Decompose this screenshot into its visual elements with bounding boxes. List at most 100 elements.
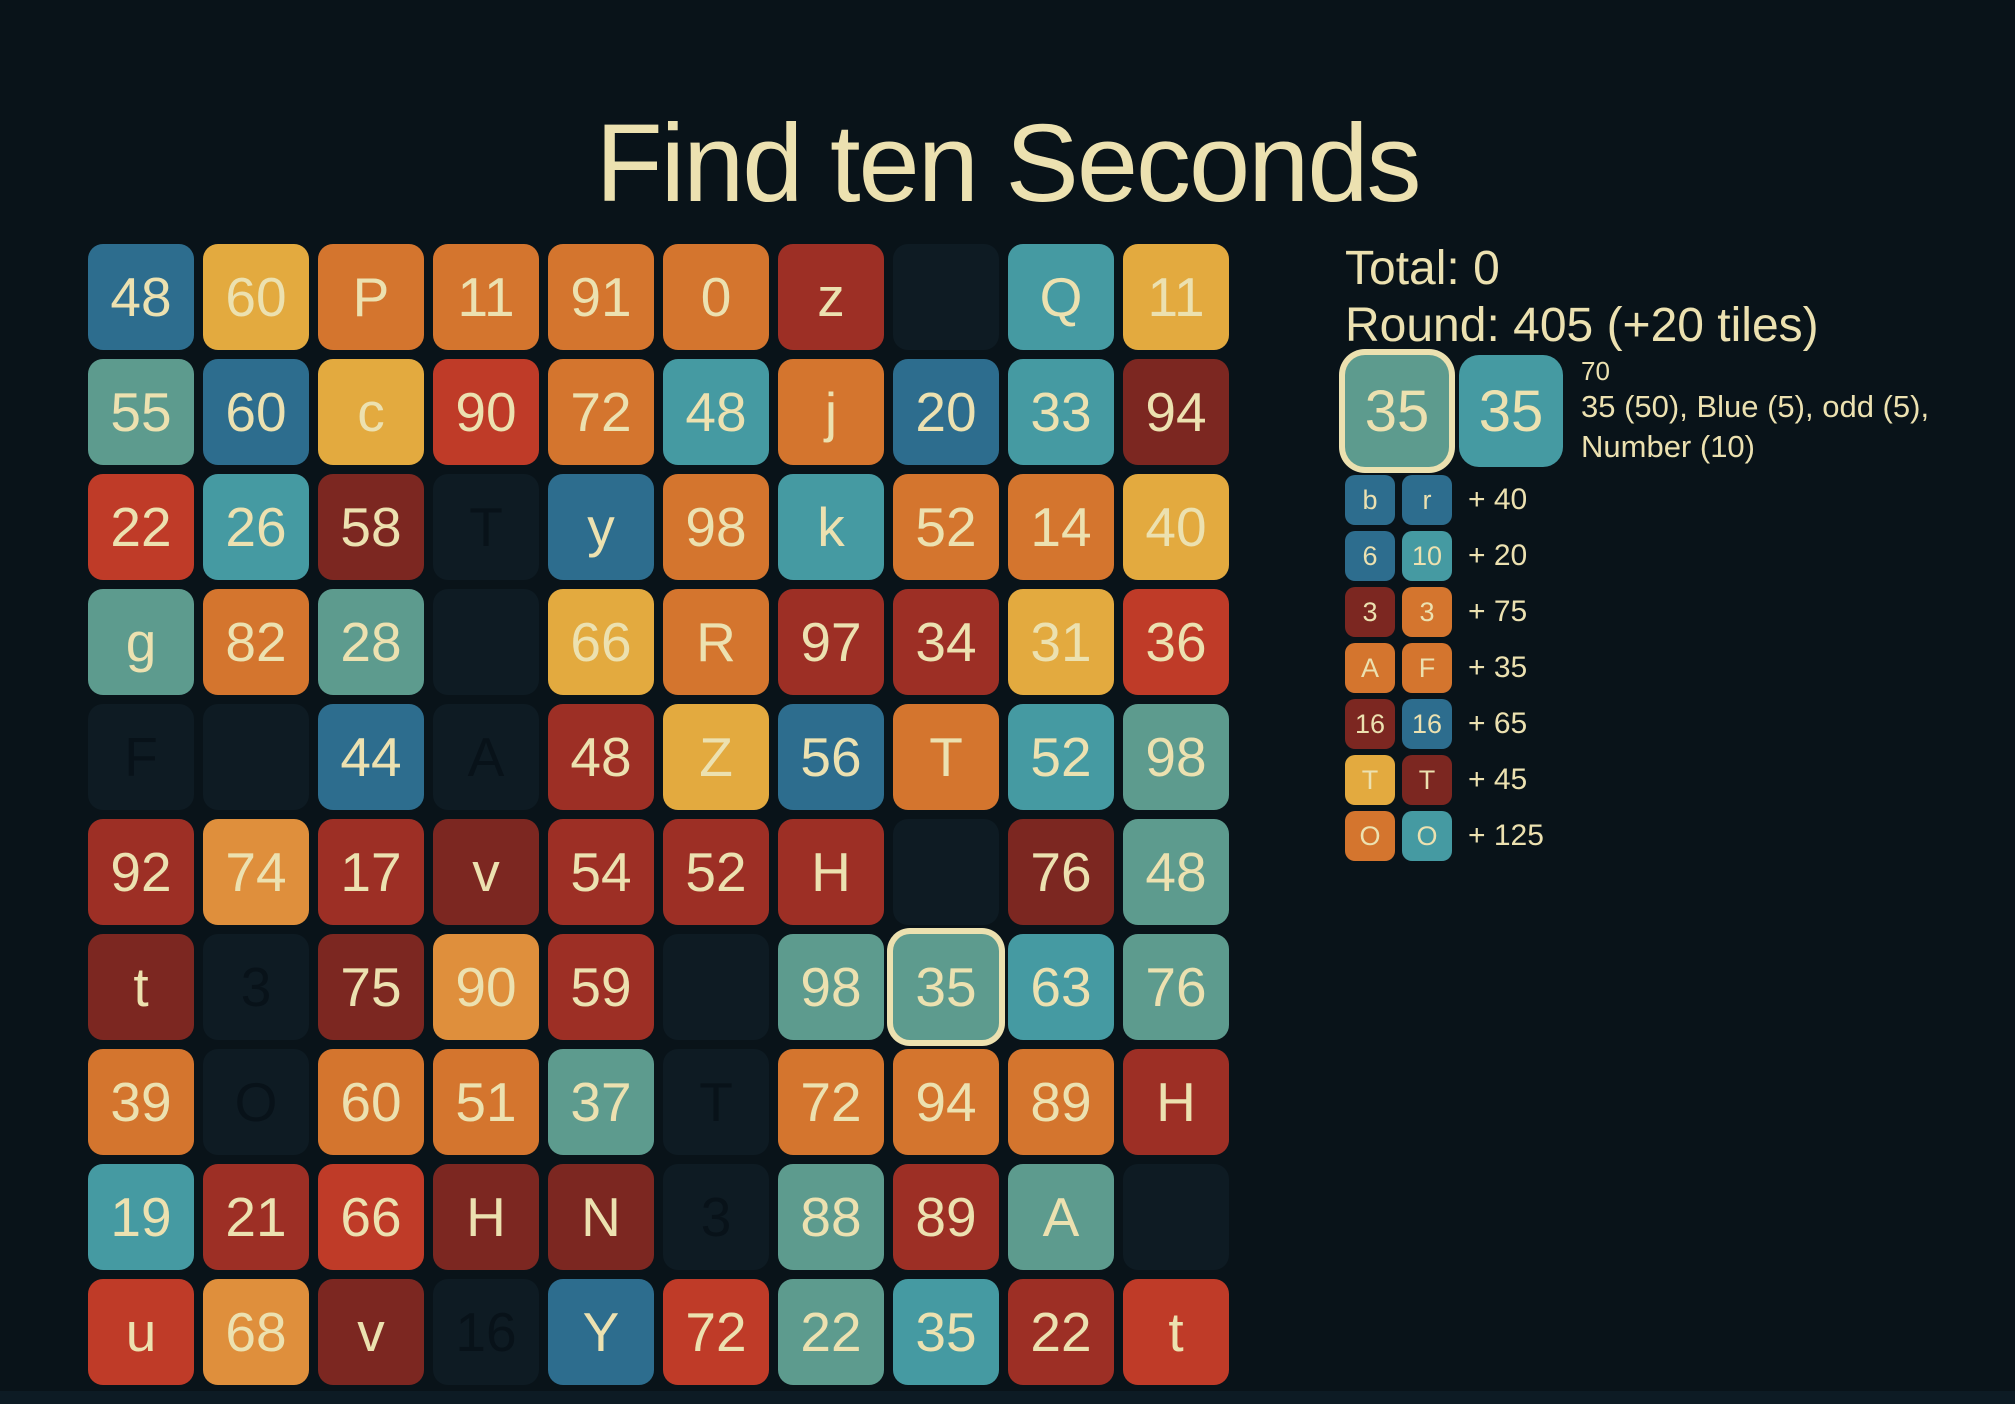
board-tile-r5c8[interactable]: T [893,704,999,810]
board-tile-r3c3[interactable]: 58 [318,474,424,580]
current-pair-tile-2: 35 [1459,355,1563,467]
board-tile-r2c4[interactable]: 90 [433,359,539,465]
board-tile-r10c5[interactable]: Y [548,1279,654,1385]
board-tile-r6c9[interactable]: 76 [1008,819,1114,925]
board-tile-r2c6[interactable]: 48 [663,359,769,465]
board-tile-r3c9[interactable]: 14 [1008,474,1114,580]
board-tile-r4c4 [433,589,539,695]
board-tile-r2c7[interactable]: j [778,359,884,465]
board-tile-r1c6[interactable]: 0 [663,244,769,350]
board-tile-r4c7[interactable]: 97 [778,589,884,695]
history-row-6: T T + 45 [1345,755,2005,805]
history-bonus: + 125 [1468,819,1544,852]
board-tile-r8c2: O [203,1049,309,1155]
board-tile-r9c8[interactable]: 89 [893,1164,999,1270]
board-tile-r10c1[interactable]: u [88,1279,194,1385]
board-tile-r7c9[interactable]: 63 [1008,934,1114,1040]
board-tile-r3c8[interactable]: 52 [893,474,999,580]
history-tile-4-b: F [1402,643,1452,693]
board-tile-r6c4[interactable]: v [433,819,539,925]
board-tile-r2c10[interactable]: 94 [1123,359,1229,465]
board-tile-r1c5[interactable]: 91 [548,244,654,350]
board-tile-r5c9[interactable]: 52 [1008,704,1114,810]
board-tile-r9c5[interactable]: N [548,1164,654,1270]
board-tile-r9c7[interactable]: 88 [778,1164,884,1270]
board-tile-r3c5[interactable]: y [548,474,654,580]
board-tile-r8c4[interactable]: 51 [433,1049,539,1155]
history-tile-6-b: T [1402,755,1452,805]
board-tile-r5c3[interactable]: 44 [318,704,424,810]
board-tile-r3c6[interactable]: 98 [663,474,769,580]
board-tile-r6c7[interactable]: H [778,819,884,925]
board-tile-r7c7[interactable]: 98 [778,934,884,1040]
board-tile-r9c1[interactable]: 19 [88,1164,194,1270]
board-tile-r3c10[interactable]: 40 [1123,474,1229,580]
board-tile-r10c6[interactable]: 72 [663,1279,769,1385]
history-bonus: + 35 [1468,651,1528,684]
board-tile-r8c5[interactable]: 37 [548,1049,654,1155]
board-tile-r2c9[interactable]: 33 [1008,359,1114,465]
board-tile-r3c1[interactable]: 22 [88,474,194,580]
board-tile-r4c6[interactable]: R [663,589,769,695]
board-tile-r4c1[interactable]: g [88,589,194,695]
history-tile-7-a: O [1345,811,1395,861]
board-tile-r7c4[interactable]: 90 [433,934,539,1040]
history-row-5: 16 16 + 65 [1345,699,2005,749]
board-tile-r4c2[interactable]: 82 [203,589,309,695]
board-tile-r6c5[interactable]: 54 [548,819,654,925]
board-tile-r4c9[interactable]: 31 [1008,589,1114,695]
board-tile-r1c1[interactable]: 48 [88,244,194,350]
board-tile-r6c2[interactable]: 74 [203,819,309,925]
board-tile-r5c7[interactable]: 56 [778,704,884,810]
board-tile-r10c3[interactable]: v [318,1279,424,1385]
board-tile-r6c10[interactable]: 48 [1123,819,1229,925]
board-tile-r5c5[interactable]: 48 [548,704,654,810]
board-tile-r10c7[interactable]: 22 [778,1279,884,1385]
board-tile-r8c3[interactable]: 60 [318,1049,424,1155]
board-tile-r5c2 [203,704,309,810]
board-tile-r9c3[interactable]: 66 [318,1164,424,1270]
board-tile-r6c1[interactable]: 92 [88,819,194,925]
board-tile-r2c3[interactable]: c [318,359,424,465]
board-tile-r7c8[interactable]: 35 [893,934,999,1040]
board-tile-r1c4[interactable]: 11 [433,244,539,350]
board-tile-r1c3[interactable]: P [318,244,424,350]
history-tile-5-b: 16 [1402,699,1452,749]
board-tile-r10c2[interactable]: 68 [203,1279,309,1385]
board-tile-r8c7[interactable]: 72 [778,1049,884,1155]
history-tile-1-a: b [1345,475,1395,525]
board-tile-r1c9[interactable]: Q [1008,244,1114,350]
board-tile-r8c10[interactable]: H [1123,1049,1229,1155]
board-tile-r8c8[interactable]: 94 [893,1049,999,1155]
board-tile-r7c1[interactable]: t [88,934,194,1040]
board-tile-r3c7[interactable]: k [778,474,884,580]
board-tile-r5c10[interactable]: 98 [1123,704,1229,810]
board-tile-r7c10[interactable]: 76 [1123,934,1229,1040]
board-tile-r7c3[interactable]: 75 [318,934,424,1040]
board-tile-r10c9[interactable]: 22 [1008,1279,1114,1385]
board-tile-r1c2[interactable]: 60 [203,244,309,350]
board-tile-r9c9[interactable]: A [1008,1164,1114,1270]
board-tile-r2c8[interactable]: 20 [893,359,999,465]
board-tile-r2c5[interactable]: 72 [548,359,654,465]
board-tile-r9c4[interactable]: H [433,1164,539,1270]
board-tile-r10c10[interactable]: t [1123,1279,1229,1385]
board-tile-r8c9[interactable]: 89 [1008,1049,1114,1155]
board-tile-r5c6[interactable]: Z [663,704,769,810]
board-tile-r8c1[interactable]: 39 [88,1049,194,1155]
board-tile-r7c2: 3 [203,934,309,1040]
board-tile-r1c10[interactable]: 11 [1123,244,1229,350]
board-tile-r6c3[interactable]: 17 [318,819,424,925]
board-tile-r3c2[interactable]: 26 [203,474,309,580]
board-tile-r1c7[interactable]: z [778,244,884,350]
board-tile-r4c3[interactable]: 28 [318,589,424,695]
board-tile-r4c8[interactable]: 34 [893,589,999,695]
board-tile-r7c5[interactable]: 59 [548,934,654,1040]
board-tile-r4c10[interactable]: 36 [1123,589,1229,695]
board-tile-r10c8[interactable]: 35 [893,1279,999,1385]
board-tile-r2c2[interactable]: 60 [203,359,309,465]
board-tile-r9c2[interactable]: 21 [203,1164,309,1270]
board-tile-r6c6[interactable]: 52 [663,819,769,925]
board-tile-r4c5[interactable]: 66 [548,589,654,695]
board-tile-r2c1[interactable]: 55 [88,359,194,465]
